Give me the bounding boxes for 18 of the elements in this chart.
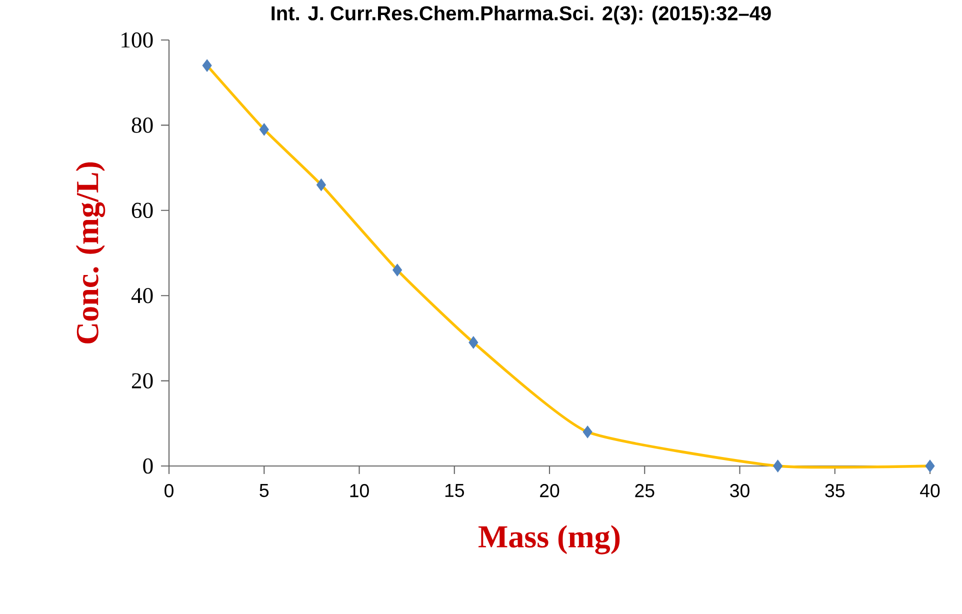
y-tick-label: 20 xyxy=(132,373,153,388)
x-tick-label: 35 xyxy=(825,484,844,498)
x-tick-label: 15 xyxy=(445,484,464,498)
y-tick-label: 60 xyxy=(132,202,153,218)
x-tick-label: 0 xyxy=(164,484,174,498)
x-axis-title: Mass (mg) xyxy=(478,525,620,554)
x-tick-label: 30 xyxy=(730,484,750,498)
x-tick-label: 10 xyxy=(350,484,369,498)
y-tick-label: 0 xyxy=(143,458,153,474)
x-tick-label: 40 xyxy=(920,484,940,498)
x-tick-label: 20 xyxy=(540,484,560,498)
y-axis-title: Conc. (mg/L) xyxy=(76,162,106,344)
y-tick-label: 100 xyxy=(122,32,153,48)
x-tick-label: 25 xyxy=(635,484,654,498)
y-tick-label: 40 xyxy=(131,288,153,304)
text: Int. J. Curr.Res.Chem.Pharma.Sci. 2(3): (2015):32–49 xyxy=(272,6,771,24)
x-tick-label: 5 xyxy=(260,484,269,498)
y-tick-label: 80 xyxy=(132,118,153,133)
